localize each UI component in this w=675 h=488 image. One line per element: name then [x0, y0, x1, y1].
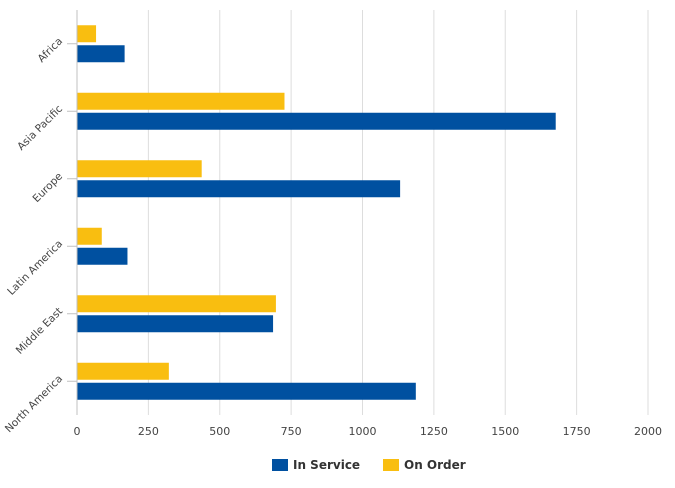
- bar-on-order-africa[interactable]: [77, 25, 97, 43]
- y-category-label: Europe: [31, 170, 66, 205]
- y-category-label: Asia Pacific: [15, 103, 65, 153]
- bar-on-order-north-america[interactable]: [77, 362, 169, 380]
- x-tick-label: 500: [209, 425, 230, 438]
- x-tick-label: 750: [281, 425, 302, 438]
- y-category-label: North America: [3, 373, 65, 435]
- x-tick-label: 1250: [420, 425, 448, 438]
- x-tick-label: 1750: [563, 425, 591, 438]
- bar-in-service-europe[interactable]: [77, 180, 401, 198]
- legend-item-on-order[interactable]: On Order: [383, 458, 466, 472]
- bar-in-service-africa[interactable]: [77, 45, 125, 63]
- bar-in-service-middle-east[interactable]: [77, 315, 274, 333]
- legend-item-in-service[interactable]: In Service: [272, 458, 360, 472]
- y-category-label: Africa: [35, 35, 65, 65]
- x-tick-label: 0: [74, 425, 81, 438]
- gridlines: [147, 10, 649, 415]
- legend-label: In Service: [293, 458, 360, 472]
- legend-swatch: [383, 459, 399, 471]
- bar-on-order-latin-america[interactable]: [77, 227, 102, 245]
- x-tick-label: 1000: [349, 425, 377, 438]
- bar-in-service-latin-america[interactable]: [77, 247, 128, 265]
- bars: [77, 25, 556, 400]
- y-category-label: Middle East: [14, 305, 65, 356]
- x-tick-label: 250: [138, 425, 159, 438]
- x-tick-label: 1500: [491, 425, 519, 438]
- legend[interactable]: In Service On Order: [272, 458, 466, 472]
- x-tick-label: 2000: [634, 425, 662, 438]
- bar-on-order-europe[interactable]: [77, 160, 202, 178]
- bar-on-order-middle-east[interactable]: [77, 295, 276, 313]
- y-category-label: Latin America: [5, 238, 65, 298]
- bar-on-order-asia-pacific[interactable]: [77, 92, 285, 110]
- legend-swatch: [272, 459, 288, 471]
- bar-in-service-north-america[interactable]: [77, 382, 416, 400]
- legend-label: On Order: [404, 458, 466, 472]
- bar-in-service-asia-pacific[interactable]: [77, 112, 556, 130]
